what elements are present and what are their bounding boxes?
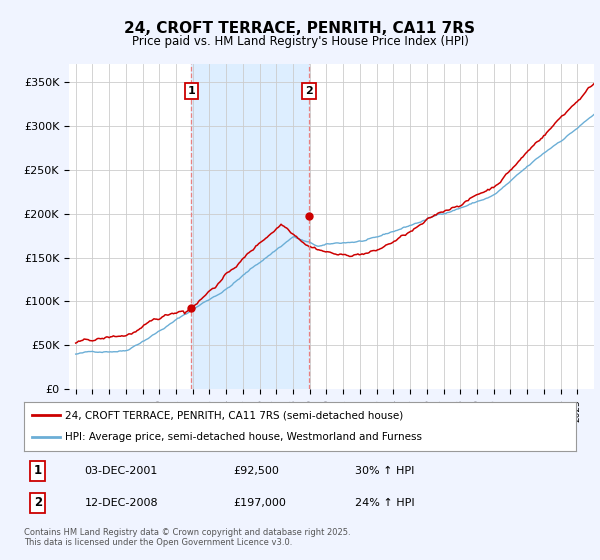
Text: £92,500: £92,500: [234, 466, 280, 476]
Text: HPI: Average price, semi-detached house, Westmorland and Furness: HPI: Average price, semi-detached house,…: [65, 432, 422, 442]
Text: Price paid vs. HM Land Registry's House Price Index (HPI): Price paid vs. HM Land Registry's House …: [131, 35, 469, 48]
Text: 2: 2: [305, 86, 313, 96]
Text: 24% ↑ HPI: 24% ↑ HPI: [355, 498, 415, 508]
Text: Contains HM Land Registry data © Crown copyright and database right 2025.
This d: Contains HM Land Registry data © Crown c…: [24, 528, 350, 547]
Text: 1: 1: [34, 464, 42, 477]
Text: 30% ↑ HPI: 30% ↑ HPI: [355, 466, 415, 476]
Text: 12-DEC-2008: 12-DEC-2008: [85, 498, 158, 508]
Text: 2: 2: [34, 496, 42, 510]
Text: £197,000: £197,000: [234, 498, 287, 508]
Text: 03-DEC-2001: 03-DEC-2001: [85, 466, 158, 476]
Bar: [191, 64, 309, 389]
Text: 1: 1: [188, 86, 195, 96]
Text: 24, CROFT TERRACE, PENRITH, CA11 7RS: 24, CROFT TERRACE, PENRITH, CA11 7RS: [125, 21, 476, 36]
Text: 24, CROFT TERRACE, PENRITH, CA11 7RS (semi-detached house): 24, CROFT TERRACE, PENRITH, CA11 7RS (se…: [65, 410, 404, 421]
